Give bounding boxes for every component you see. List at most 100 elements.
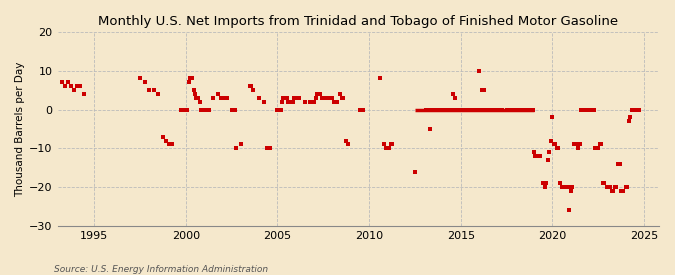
Point [313, 92, 324, 96]
Point [72, 84, 83, 89]
Point [202, 107, 213, 112]
Point [507, 107, 518, 112]
Point [538, 181, 549, 185]
Point [134, 76, 145, 81]
Point [420, 107, 431, 112]
Point [437, 107, 448, 112]
Point [518, 107, 529, 112]
Point [423, 107, 434, 112]
Point [608, 189, 619, 193]
Point [194, 100, 205, 104]
Point [385, 142, 396, 147]
Point [607, 189, 618, 193]
Point [283, 100, 294, 104]
Point [203, 107, 214, 112]
Point [281, 96, 292, 100]
Point [317, 96, 327, 100]
Point [497, 107, 508, 112]
Point [185, 76, 196, 81]
Point [565, 189, 576, 193]
Point [312, 92, 323, 96]
Point [553, 146, 564, 150]
Point [547, 115, 558, 119]
Point [215, 96, 226, 100]
Point [466, 107, 477, 112]
Point [261, 146, 272, 150]
Point [292, 96, 302, 100]
Point [457, 107, 468, 112]
Point [329, 100, 340, 104]
Point [66, 84, 77, 89]
Point [544, 150, 555, 154]
Point [515, 107, 526, 112]
Point [526, 107, 537, 112]
Point [588, 107, 599, 112]
Point [562, 185, 573, 189]
Point [57, 80, 68, 85]
Point [596, 142, 607, 147]
Point [304, 100, 315, 104]
Point [545, 138, 556, 143]
Point [579, 107, 590, 112]
Point [585, 107, 596, 112]
Point [321, 96, 332, 100]
Point [509, 107, 520, 112]
Point [522, 107, 533, 112]
Point [495, 107, 506, 112]
Point [614, 162, 625, 166]
Point [226, 107, 237, 112]
Point [144, 88, 155, 92]
Point [188, 88, 199, 92]
Point [259, 100, 269, 104]
Point [527, 107, 538, 112]
Point [493, 107, 504, 112]
Point [69, 88, 80, 92]
Point [254, 96, 265, 100]
Point [433, 107, 443, 112]
Point [139, 80, 150, 85]
Point [236, 142, 246, 147]
Point [354, 107, 365, 112]
Point [265, 146, 275, 150]
Point [474, 68, 485, 73]
Point [616, 189, 626, 193]
Point [231, 146, 242, 150]
Point [626, 107, 637, 112]
Point [338, 96, 348, 100]
Point [516, 107, 527, 112]
Point [489, 107, 500, 112]
Point [435, 107, 446, 112]
Point [272, 107, 283, 112]
Point [460, 107, 470, 112]
Point [277, 100, 288, 104]
Point [221, 96, 232, 100]
Point [542, 158, 553, 162]
Point [275, 107, 286, 112]
Point [75, 84, 86, 89]
Point [375, 76, 385, 81]
Point [501, 107, 512, 112]
Point [336, 96, 347, 100]
Point [78, 92, 89, 96]
Point [286, 100, 296, 104]
Point [590, 146, 601, 150]
Point [324, 96, 335, 100]
Point [551, 146, 562, 150]
Point [602, 185, 613, 189]
Point [539, 185, 550, 189]
Point [468, 107, 479, 112]
Point [450, 96, 460, 100]
Point [161, 138, 171, 143]
Point [456, 107, 466, 112]
Point [208, 96, 219, 100]
Point [593, 146, 603, 150]
Point [323, 96, 333, 100]
Point [167, 142, 178, 147]
Point [576, 107, 587, 112]
Point [198, 107, 209, 112]
Point [451, 107, 462, 112]
Point [358, 107, 369, 112]
Point [535, 154, 545, 158]
Point [176, 107, 186, 112]
Point [60, 84, 71, 89]
